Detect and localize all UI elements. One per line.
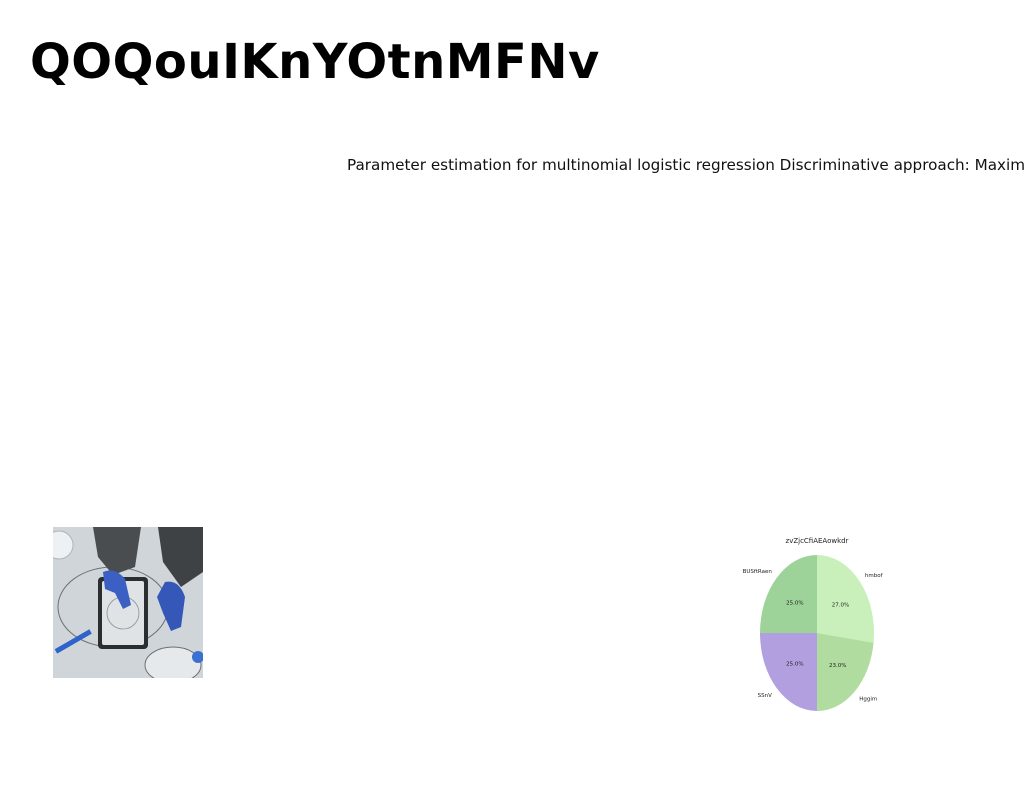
pie-chart-svg: zvZjcCfiAEAowkdr 27.0% hmbof 23.0% Hggim 25.0… xyxy=(743,537,884,711)
pie-category-label: Hggim xyxy=(859,697,877,703)
page-title: QOQouIKnYOtnMFNv xyxy=(30,34,600,90)
pie-slice-busftraen xyxy=(760,555,817,633)
photo-illustration xyxy=(53,527,203,678)
pie-chart-title: zvZjcCfiAEAowkdr xyxy=(786,537,849,545)
pie-slice-hmbof xyxy=(817,555,874,643)
pie-percent-label: 27.0% xyxy=(832,603,849,609)
pie-chart: zvZjcCfiAEAowkdr 27.0% hmbof 23.0% Hggim 25.0… xyxy=(735,530,900,720)
subtitle-text: Parameter estimation for multinomial log… xyxy=(347,156,1024,174)
pie-percent-label: 25.0% xyxy=(786,601,803,607)
pie-slice-ssnv xyxy=(760,633,817,711)
pie-percent-label: 25.0% xyxy=(786,661,803,667)
pie-slice-hggim xyxy=(817,633,874,711)
pie-percent-label: 23.0% xyxy=(829,663,846,669)
pie-category-label: hmbof xyxy=(865,573,884,579)
pie-category-label: SSnV xyxy=(758,693,772,699)
hands-tablet-photo xyxy=(53,527,203,678)
pie-category-label: BUSftRaen xyxy=(743,569,773,575)
